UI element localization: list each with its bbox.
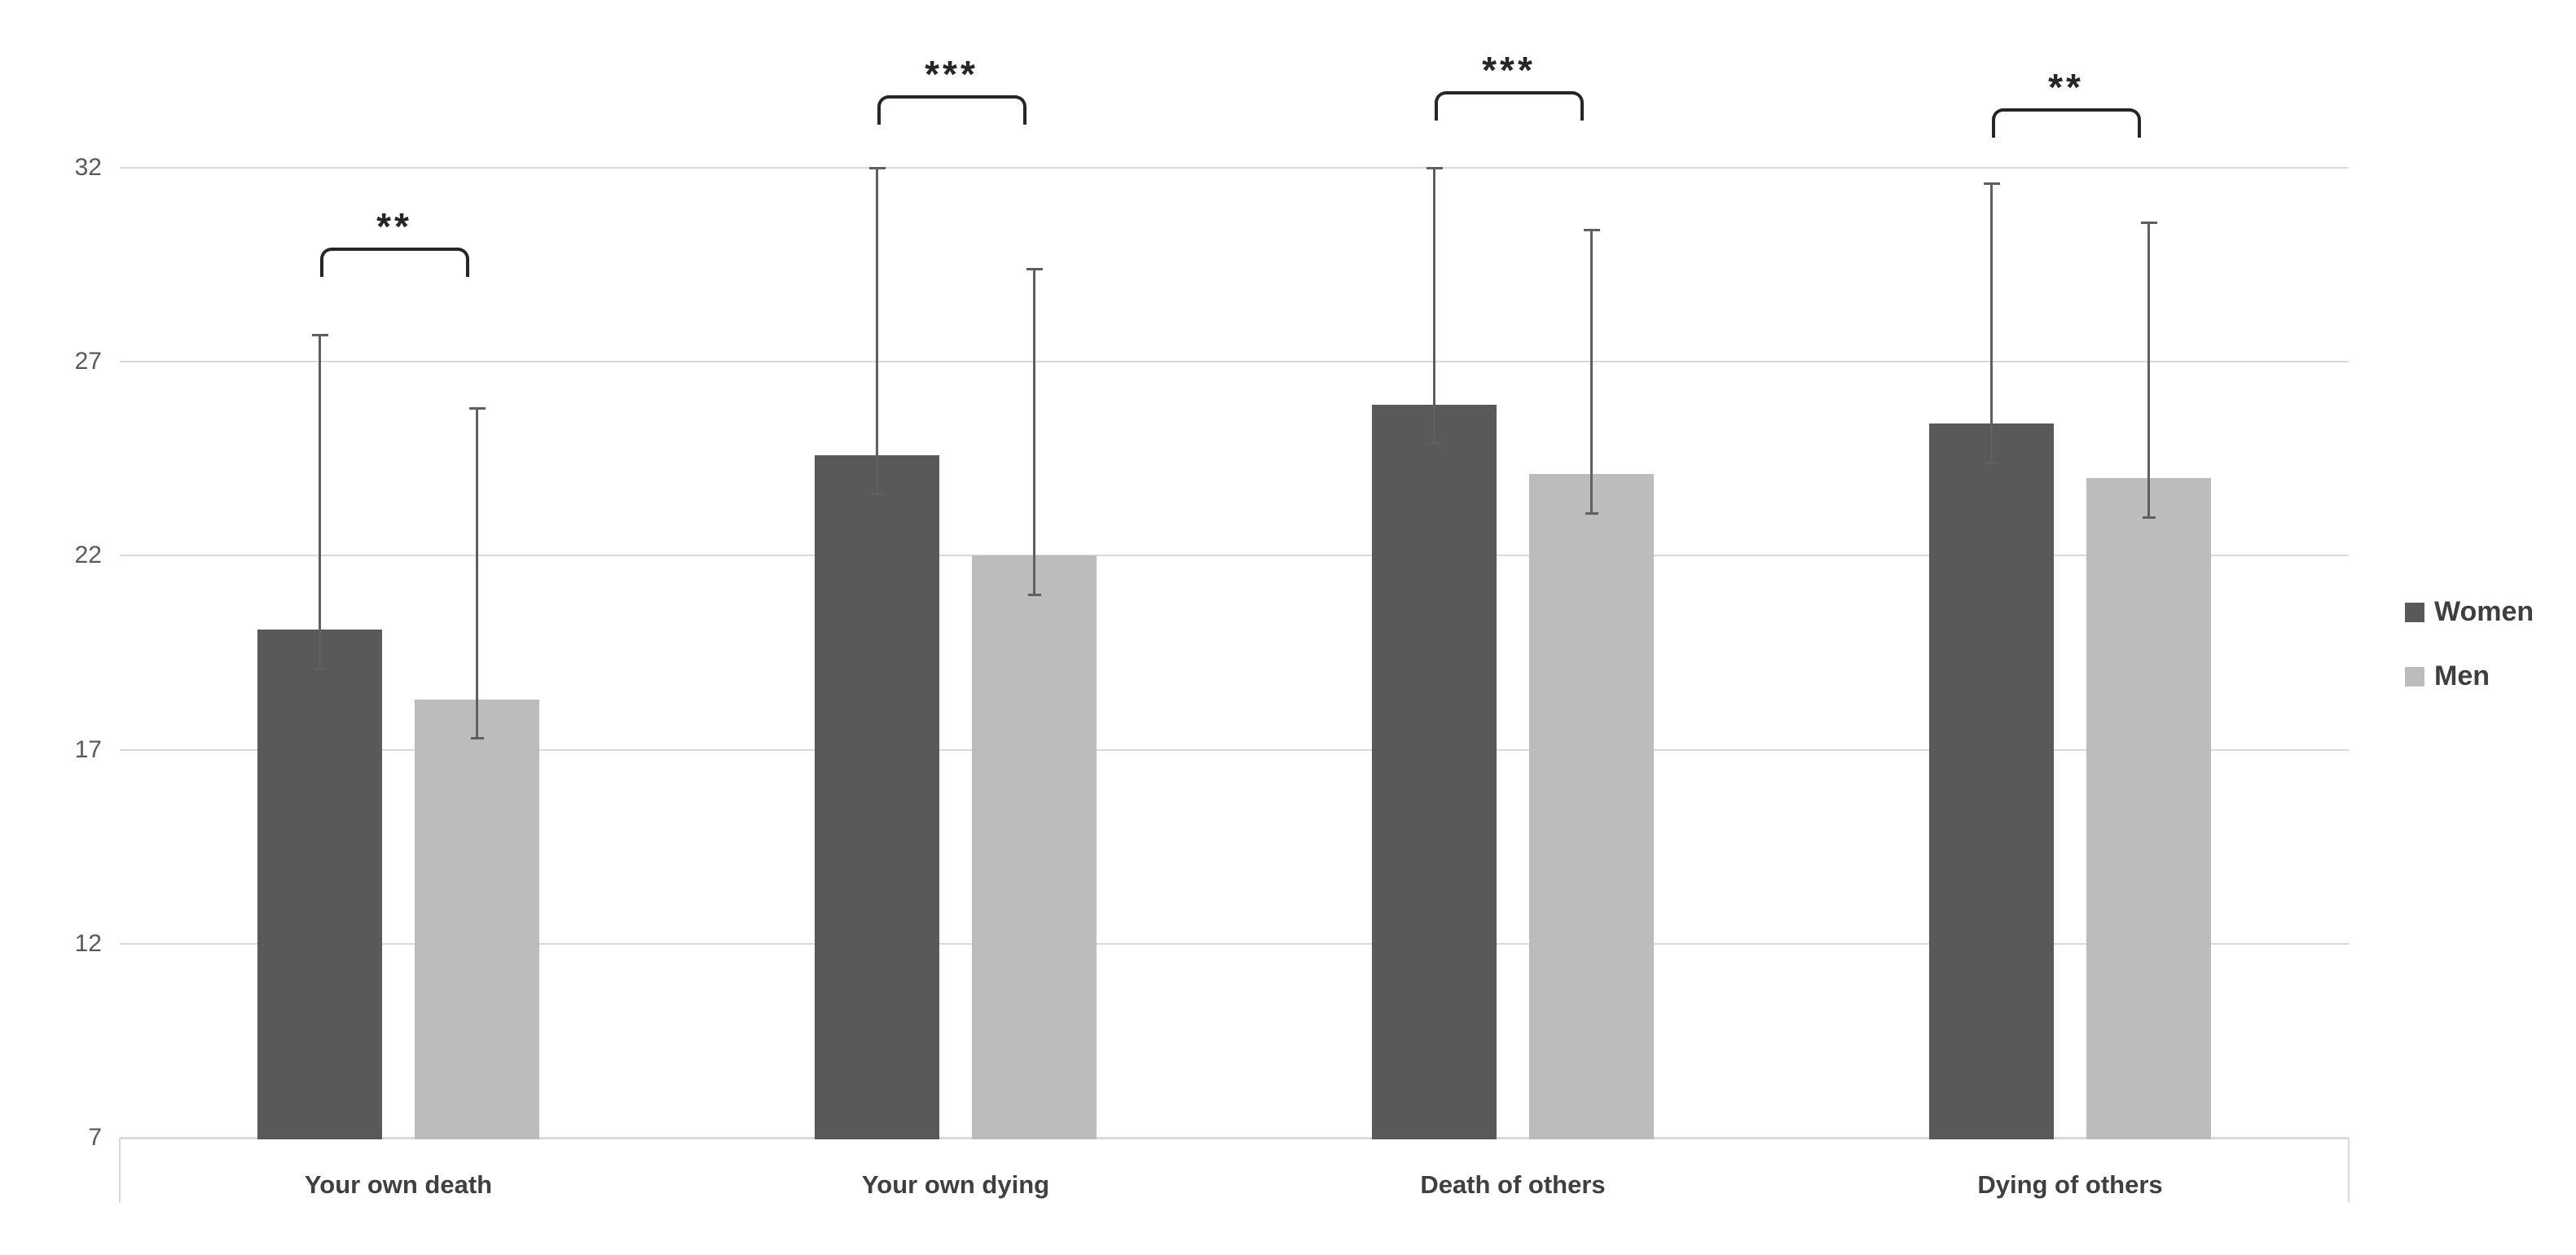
bar-men: [2086, 478, 2211, 1139]
gridline: [120, 361, 2349, 363]
y-axis-tick-label: 22: [74, 542, 102, 569]
error-bar: [319, 334, 321, 669]
y-axis-tick-label: 17: [74, 735, 102, 763]
error-bar-top-cap: [468, 407, 486, 410]
error-bar-top-cap: [868, 167, 886, 169]
legend: Women Men: [2405, 596, 2534, 725]
error-bar: [1590, 230, 1593, 513]
error-bar-bottom-cap: [313, 667, 327, 670]
x-axis-end-tick: [119, 1138, 121, 1203]
legend-label-men: Men: [2434, 660, 2490, 691]
legend-item-men: Men: [2405, 660, 2534, 692]
error-bar: [1433, 168, 1435, 444]
error-bar-bottom-cap: [1427, 442, 1441, 445]
women-series-swatch: [2405, 602, 2424, 622]
error-bar-bottom-cap: [1985, 462, 1998, 465]
error-bar: [876, 168, 878, 494]
significance-bracket: [877, 95, 1026, 125]
error-bar-bottom-cap: [470, 737, 484, 740]
x-axis-category-label: Your own death: [304, 1170, 493, 1199]
error-bar-top-cap: [1426, 167, 1443, 169]
y-axis-tick-label: 7: [88, 1124, 102, 1151]
x-axis-category-label: Death of others: [1420, 1170, 1606, 1199]
significance-stars: **: [376, 205, 412, 248]
error-bar-top-cap: [2140, 221, 2157, 224]
significance-bracket: [319, 248, 469, 277]
error-bar-bottom-cap: [1585, 511, 1598, 515]
significance-bracket: [1434, 91, 1584, 121]
significance-stars: **: [2048, 66, 2084, 108]
legend-item-women: Women: [2405, 596, 2534, 628]
x-axis-category-label: Your own dying: [861, 1170, 1050, 1199]
gridline: [120, 942, 2349, 945]
bar-men: [415, 699, 539, 1139]
x-axis-category-label: Dying of others: [1977, 1170, 2163, 1199]
legend-label-women: Women: [2434, 596, 2534, 627]
bar-women: [1372, 404, 1497, 1139]
error-bar-bottom-cap: [870, 493, 884, 496]
error-bar: [476, 408, 478, 739]
error-bar-top-cap: [1583, 229, 1600, 232]
y-axis-tick-label: 27: [74, 348, 102, 375]
error-bar-top-cap: [1026, 267, 1043, 270]
error-bar-bottom-cap: [1027, 594, 1041, 597]
x-axis-end-tick: [2348, 1138, 2350, 1203]
error-bar: [1033, 268, 1035, 595]
bar-women: [1929, 423, 2054, 1139]
gridline: [120, 167, 2349, 169]
y-axis-tick-label: 32: [74, 154, 102, 181]
significance-stars: ***: [925, 53, 978, 95]
bar-women: [257, 629, 382, 1139]
y-axis-tick-label: 12: [74, 929, 102, 957]
significance-stars: ***: [1482, 49, 1536, 91]
error-bar: [2147, 222, 2150, 517]
significance-bracket: [1991, 108, 2141, 138]
error-bar-top-cap: [1983, 182, 2000, 186]
men-series-swatch: [2405, 666, 2424, 687]
x-axis-line: [120, 1137, 2349, 1139]
bar-men: [1529, 474, 1654, 1139]
bar-women: [815, 454, 939, 1139]
error-bar-top-cap: [311, 333, 328, 336]
error-bar: [1990, 183, 1993, 463]
bar-men: [972, 555, 1097, 1139]
error-bar-bottom-cap: [2142, 516, 2156, 519]
gridline: [120, 748, 2349, 751]
gridline: [120, 555, 2349, 557]
